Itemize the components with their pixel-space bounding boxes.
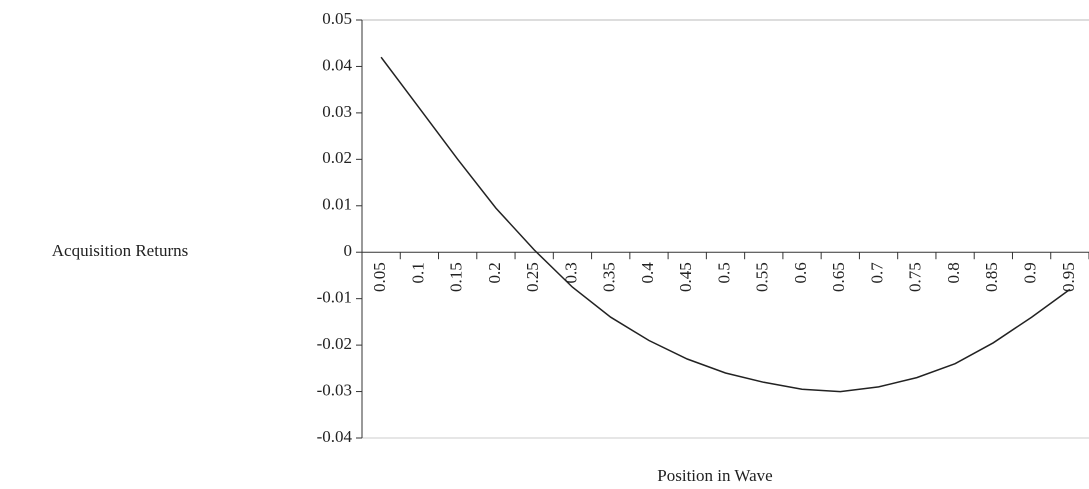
x-tick-label: 0.05 [370,262,389,292]
x-tick-label: 0.25 [523,262,542,292]
x-axis-title: Position in Wave [657,466,772,485]
x-tick-label: 0.35 [600,262,619,292]
x-tick-label: 0.15 [447,262,466,292]
x-tick-label: 0.65 [829,262,848,292]
y-tick-label: 0 [344,241,353,260]
y-tick-label: -0.02 [317,334,352,353]
y-tick-label: 0.03 [322,102,352,121]
x-tick-label: 0.8 [944,262,963,283]
x-tick-label: 0.3 [561,262,580,283]
data-line [380,56,1071,393]
x-tick-label: 0.75 [906,262,925,292]
x-tick-label: 0.5 [714,262,733,283]
x-tick-label: 0.6 [791,262,810,283]
x-tick-label: 0.1 [408,262,427,283]
y-tick-label: 0.05 [322,9,352,28]
x-tick-label: 0.45 [676,262,695,292]
y-tick-label: -0.04 [317,427,353,446]
x-tick-label: 0.55 [753,262,772,292]
x-tick-label: 0.85 [982,262,1001,292]
y-tick-label: -0.03 [317,380,352,399]
x-tick-label: 0.4 [638,262,657,284]
y-tick-label: 0.04 [322,55,352,74]
x-tick-label: 0.2 [485,262,504,283]
y-tick-label: -0.01 [317,288,352,307]
x-tick-label: 0.7 [867,262,886,284]
y-tick-label: 0.02 [322,148,352,167]
x-tick-label: 0.9 [1021,262,1040,283]
y-tick-label: 0.01 [322,195,352,214]
x-tick-label: 0.95 [1059,262,1078,292]
y-axis-title: Acquisition Returns [52,241,188,260]
